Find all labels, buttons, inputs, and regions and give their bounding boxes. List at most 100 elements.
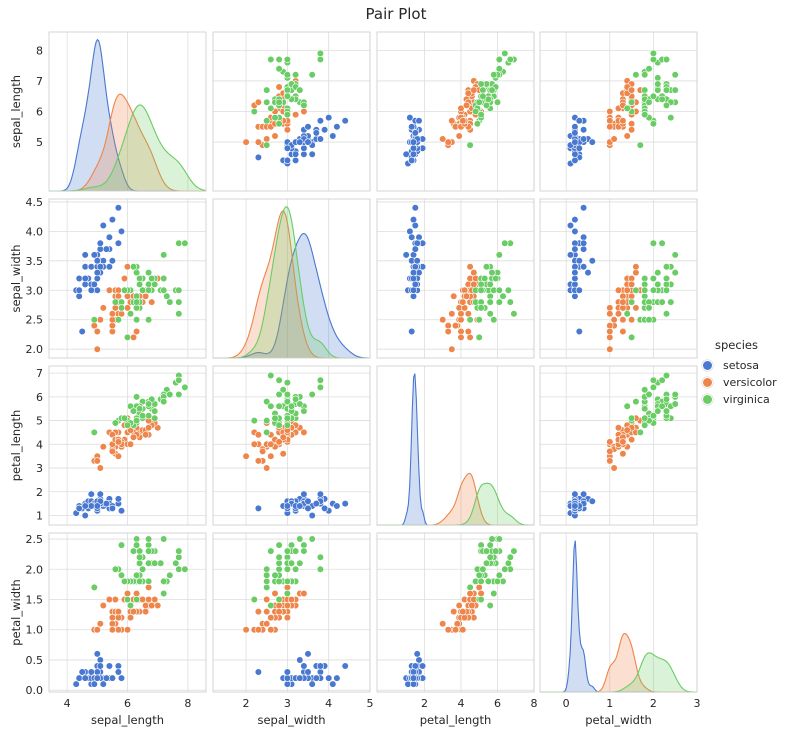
point-versicolor	[114, 438, 122, 446]
point-virginica	[641, 86, 649, 94]
point-versicolor	[267, 452, 275, 460]
y-tick-label: 3.5	[26, 255, 44, 268]
y-tick-label: 5	[36, 136, 43, 149]
point-virginica	[145, 269, 153, 277]
point-setosa	[571, 150, 579, 158]
point-versicolor	[300, 589, 308, 598]
point-virginica	[658, 239, 666, 247]
kde-fill-versicolor	[49, 94, 206, 191]
kde-fill-versicolor	[540, 633, 697, 692]
point-versicolor	[114, 607, 122, 616]
point-virginica	[139, 412, 147, 420]
point-versicolor	[627, 280, 636, 289]
point-setosa	[292, 156, 300, 164]
point-virginica	[316, 553, 325, 561]
point-virginica	[477, 80, 485, 88]
point-virginica	[490, 589, 498, 598]
point-virginica	[316, 55, 325, 64]
point-virginica	[136, 553, 144, 561]
x-axis-label: sepal_width	[257, 713, 325, 727]
point-setosa	[102, 500, 110, 508]
point-virginica	[466, 141, 474, 149]
point-virginica	[283, 547, 292, 555]
point-setosa	[411, 221, 419, 230]
point-setosa	[99, 221, 107, 230]
point-virginica	[671, 71, 679, 79]
point-virginica	[316, 383, 325, 392]
point-versicolor	[283, 601, 292, 610]
point-setosa	[316, 135, 325, 143]
panel-petal_width-vs-petal_width	[539, 532, 698, 693]
point-versicolor	[108, 613, 116, 622]
point-virginica	[662, 407, 671, 415]
point-virginica	[133, 595, 141, 604]
panel-petal_width-vs-sepal_length	[48, 532, 207, 693]
point-versicolor	[619, 438, 627, 446]
point-virginica	[667, 113, 675, 122]
point-setosa	[254, 504, 262, 513]
point-versicolor	[477, 589, 485, 598]
point-versicolor	[254, 138, 262, 146]
point-virginica	[662, 86, 671, 94]
point-virginica	[120, 577, 129, 586]
point-setosa	[87, 490, 95, 498]
point-virginica	[479, 92, 487, 100]
point-virginica	[175, 390, 183, 399]
point-versicolor	[300, 107, 308, 116]
point-setosa	[409, 286, 418, 294]
point-versicolor	[111, 595, 119, 604]
point-virginica	[486, 280, 494, 289]
point-versicolor	[606, 447, 614, 456]
point-setosa	[409, 150, 418, 158]
point-versicolor	[242, 452, 250, 460]
point-setosa	[325, 674, 333, 682]
point-virginica	[267, 104, 275, 112]
point-virginica	[145, 412, 153, 420]
legend-item-setosa: setosa	[700, 357, 777, 374]
point-setosa	[411, 129, 419, 137]
point-versicolor	[627, 126, 636, 134]
point-virginica	[166, 298, 174, 306]
point-versicolor	[129, 607, 138, 616]
point-virginica	[151, 559, 159, 567]
point-versicolor	[145, 595, 153, 604]
point-virginica	[275, 55, 283, 64]
point-virginica	[283, 398, 292, 406]
point-versicolor	[464, 327, 472, 336]
point-versicolor	[606, 107, 614, 116]
point-versicolor	[462, 292, 471, 300]
point-virginica	[145, 547, 153, 555]
point-virginica	[263, 571, 271, 579]
panel-grid: 5 6 7 8 sepal_length 2.0 2.5 3.0 3.5 4.0 4.5 sepal_…	[9, 31, 701, 727]
point-virginica	[495, 286, 503, 294]
point-virginica	[263, 141, 271, 149]
point-virginica	[645, 316, 653, 324]
point-virginica	[160, 274, 168, 283]
point-setosa	[87, 668, 95, 676]
point-virginica	[90, 428, 98, 437]
point-virginica	[133, 393, 141, 401]
point-virginica	[126, 310, 135, 318]
point-setosa	[75, 274, 83, 283]
point-versicolor	[263, 135, 271, 143]
point-versicolor	[439, 316, 447, 324]
point-setosa	[117, 227, 126, 235]
point-setosa	[300, 144, 308, 152]
point-versicolor	[259, 447, 267, 456]
point-setosa	[296, 502, 304, 510]
point-setosa	[411, 245, 419, 253]
point-virginica	[175, 298, 183, 306]
point-versicolor	[606, 123, 614, 131]
panel-frame	[48, 31, 207, 192]
point-versicolor	[287, 595, 296, 604]
point-virginica	[283, 565, 292, 573]
point-versicolor	[108, 447, 116, 456]
point-setosa	[579, 239, 588, 247]
point-setosa	[409, 674, 418, 682]
point-virginica	[636, 141, 644, 149]
point-versicolor	[267, 440, 275, 448]
y-tick-label: 2	[36, 486, 43, 499]
x-tick-label: 4	[457, 697, 464, 710]
point-versicolor	[275, 607, 283, 616]
point-versicolor	[627, 120, 636, 128]
